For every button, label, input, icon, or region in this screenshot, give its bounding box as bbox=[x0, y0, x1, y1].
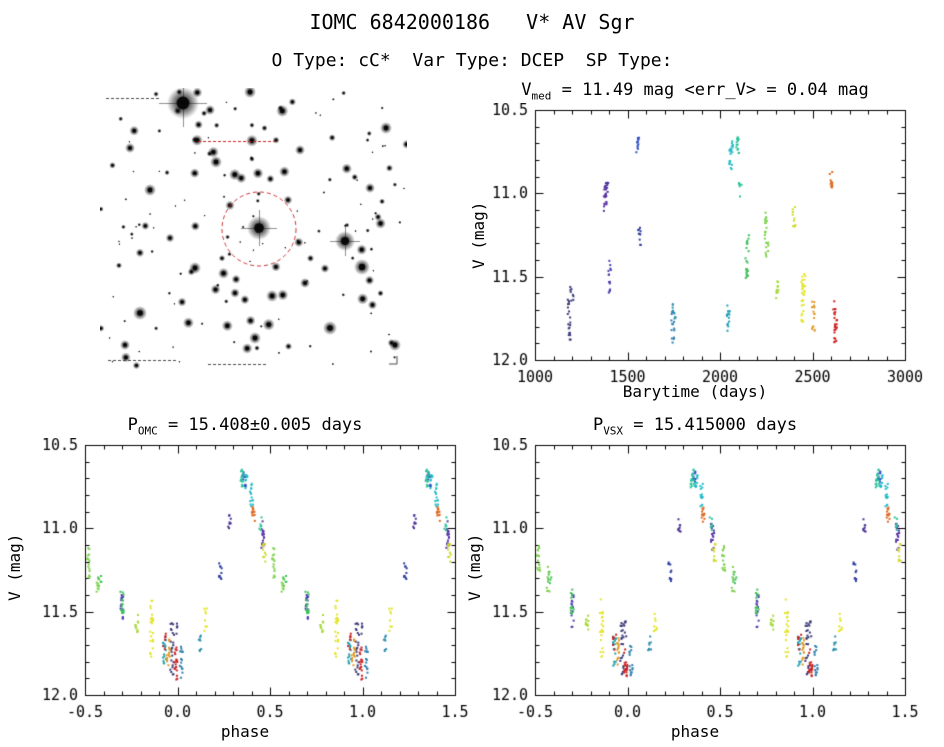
page-title: IOMC 6842000186 V* AV Sgr bbox=[309, 10, 635, 34]
time-series-plot-canvas bbox=[465, 103, 925, 393]
phase-vsx-title-rest: = 15.415000 days bbox=[623, 415, 798, 435]
phase-vsx-xlabel: phase bbox=[670, 722, 720, 741]
time-plot-title-sub: med bbox=[531, 89, 552, 103]
phase-vsx-ylabel: V (mag) bbox=[465, 533, 484, 601]
phase-omc-plot-canvas bbox=[15, 438, 475, 728]
finder-chart-image bbox=[100, 88, 407, 370]
time-plot-title-prefix: V bbox=[521, 80, 532, 100]
phase-vsx-plot-title: PVSX = 15.415000 days bbox=[465, 415, 925, 437]
phase-omc-title-rest: = 15.408±0.005 days bbox=[157, 415, 363, 435]
page-subtitle: O Type: cC* Var Type: DCEP SP Type: bbox=[271, 50, 673, 71]
phase-omc-ylabel: V (mag) bbox=[5, 533, 24, 601]
phase-omc-title-sub: OMC bbox=[137, 424, 158, 438]
phase-omc-title-prefix: P bbox=[127, 415, 138, 435]
phase-vsx-plot-canvas bbox=[465, 438, 925, 728]
phase-omc-xlabel: phase bbox=[220, 722, 270, 741]
phase-vsx-title-sub: VSX bbox=[603, 424, 624, 438]
time-plot-title-rest: = 11.49 mag <err_V> = 0.04 mag bbox=[551, 80, 869, 100]
time-plot-title: Vmed = 11.49 mag <err_V> = 0.04 mag bbox=[465, 80, 925, 102]
time-plot-ylabel: V (mag) bbox=[469, 201, 488, 269]
phase-vsx-title-prefix: P bbox=[592, 415, 604, 435]
time-plot-xlabel: Barytime (days) bbox=[622, 382, 768, 401]
phase-omc-plot-title: POMC = 15.408±0.005 days bbox=[15, 415, 475, 437]
